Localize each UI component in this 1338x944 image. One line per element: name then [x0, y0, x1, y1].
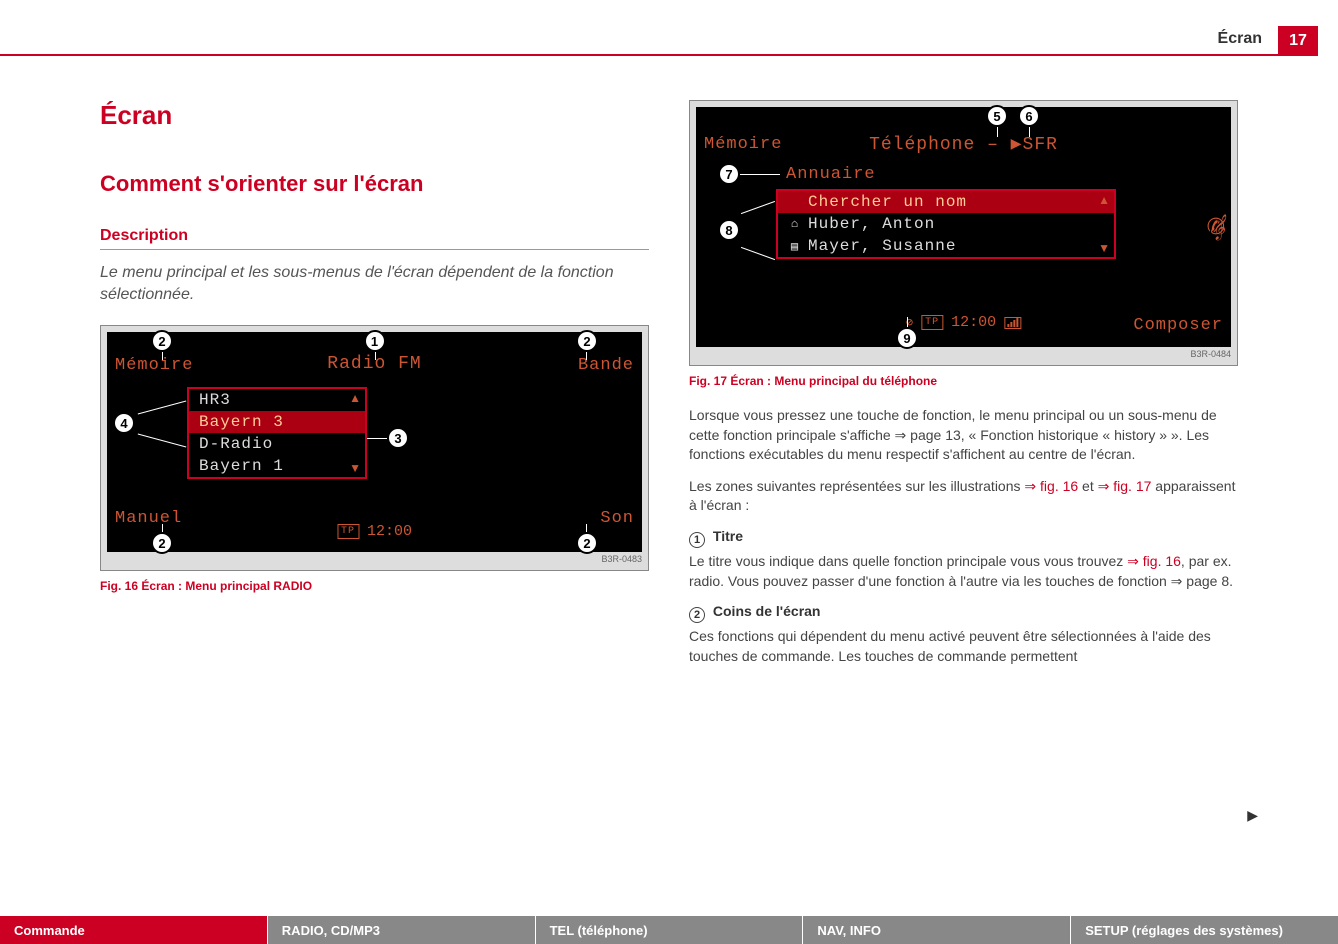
fig-link: ⇒ fig. 16	[1127, 553, 1181, 569]
paragraph: Le titre vous indique dans quelle foncti…	[689, 552, 1238, 591]
callout-line	[138, 434, 187, 448]
signal-icon	[1004, 317, 1021, 329]
card-icon: ▤	[788, 239, 802, 254]
tab-commande[interactable]: Commande	[0, 916, 268, 944]
list-item: Bayern 1	[189, 455, 365, 477]
radio-screen: Mémoire Radio FM Bande Manuel Son HR3 Ba…	[107, 332, 642, 552]
callout-4: 4	[113, 412, 135, 434]
callout-line	[1029, 127, 1030, 137]
left-column: Écran Comment s'orienter sur l'écran Des…	[100, 100, 649, 884]
corner-memoire: Mémoire	[115, 356, 193, 375]
scroll-up-icon: ▲	[1098, 193, 1110, 207]
callout-2a: 2	[151, 330, 173, 352]
callout-8: 8	[718, 219, 740, 241]
footer-tabs: Commande RADIO, CD/MP3 TEL (téléphone) N…	[0, 916, 1338, 944]
callout-line	[586, 524, 587, 532]
callout-line	[741, 247, 775, 260]
callout-line	[586, 352, 587, 360]
heading-2: Comment s'orienter sur l'écran	[100, 171, 649, 197]
callout-line	[375, 352, 376, 360]
callout-line	[367, 438, 387, 439]
status-bar: TP 12:00	[337, 523, 412, 540]
corner-composer: Composer	[1133, 316, 1223, 335]
section-title: Écran	[1218, 30, 1262, 48]
list-item-selected: Bayern 3	[189, 411, 365, 433]
list-item: D-Radio	[189, 433, 365, 455]
callout-line	[162, 352, 163, 360]
station-list: HR3 Bayern 3 D-Radio Bayern 1 ▲ ▼	[187, 387, 367, 479]
right-column: Mémoire Téléphone – ▶SFR Composer Annuai…	[689, 100, 1238, 884]
figure-16: Mémoire Radio FM Bande Manuel Son HR3 Ba…	[100, 325, 649, 571]
callout-6: 6	[1018, 105, 1040, 127]
clock: 12:00	[951, 314, 996, 331]
screenshot-ref: B3R-0484	[696, 349, 1231, 359]
callout-line	[997, 127, 998, 137]
screenshot-ref: B3R-0483	[107, 554, 642, 564]
continue-arrow-icon: ▶	[1247, 807, 1258, 824]
callout-1: 1	[364, 330, 386, 352]
scroll-down-icon: ▼	[349, 461, 361, 475]
circled-number: 1	[689, 532, 705, 548]
callout-2b: 2	[576, 330, 598, 352]
callout-line	[741, 201, 775, 214]
phone-icon: ✆	[1207, 214, 1225, 240]
page-content: Écran Comment s'orienter sur l'écran Des…	[100, 100, 1238, 884]
page-number: 17	[1278, 26, 1318, 56]
tab-setup[interactable]: SETUP (réglages des systèmes)	[1071, 916, 1338, 944]
tp-badge: TP	[921, 315, 943, 330]
fig16-caption: Fig. 16 Écran : Menu principal RADIO	[100, 579, 649, 593]
tab-nav[interactable]: NAV, INFO	[803, 916, 1071, 944]
callout-line	[138, 401, 187, 415]
tp-badge: TP	[337, 524, 359, 539]
phone-screen: Mémoire Téléphone – ▶SFR Composer Annuai…	[696, 107, 1231, 347]
corner-memoire: Mémoire	[704, 135, 782, 154]
circled-number: 2	[689, 607, 705, 623]
scroll-down-icon: ▼	[1098, 241, 1110, 255]
clock: 12:00	[367, 523, 412, 540]
callout-2d: 2	[576, 532, 598, 554]
list-item: HR3	[189, 389, 365, 411]
annuaire-label: Annuaire	[786, 165, 876, 184]
paragraph: Les zones suivantes représentées sur les…	[689, 477, 1238, 516]
figure-17: Mémoire Téléphone – ▶SFR Composer Annuai…	[689, 100, 1238, 366]
fig-link: ⇒ fig. 17	[1098, 478, 1152, 494]
heading-3: Description	[100, 227, 649, 250]
scroll-up-icon: ▲	[349, 391, 361, 405]
home-icon: ⌂	[788, 217, 802, 231]
fig-link: ⇒ fig. 16	[1024, 478, 1078, 494]
callout-2c: 2	[151, 532, 173, 554]
corner-manuel: Manuel	[115, 509, 182, 528]
contact-list: Chercher un nom ⌂ Huber, Anton ▤ Mayer, …	[776, 189, 1116, 259]
callout-line	[907, 317, 908, 327]
callout-3: 3	[387, 427, 409, 449]
paragraph: Ces fonctions qui dépendent du menu acti…	[689, 627, 1238, 666]
list-item: ▤ Mayer, Susanne	[778, 235, 1114, 257]
header-rule	[0, 54, 1278, 56]
list-item-selected: Chercher un nom	[778, 191, 1114, 213]
status-bar: ⊘ TP 12:00	[906, 314, 1021, 331]
corner-son: Son	[600, 509, 634, 528]
subheading-coins: 2 Coins de l'écran	[689, 603, 1238, 623]
tab-tel[interactable]: TEL (téléphone)	[536, 916, 804, 944]
page-header: Écran 17	[0, 30, 1338, 54]
callout-5: 5	[986, 105, 1008, 127]
intro-text: Le menu principal et les sous-menus de l…	[100, 262, 649, 305]
list-item: ⌂ Huber, Anton	[778, 213, 1114, 235]
callout-7: 7	[718, 163, 740, 185]
paragraph: Lorsque vous pressez une touche de fonct…	[689, 406, 1238, 465]
subheading-titre: 1 Titre	[689, 528, 1238, 548]
callout-line	[162, 524, 163, 532]
fig17-caption: Fig. 17 Écran : Menu principal du téléph…	[689, 374, 1238, 388]
callout-9: 9	[896, 327, 918, 349]
heading-1: Écran	[100, 100, 649, 131]
tab-radio[interactable]: RADIO, CD/MP3	[268, 916, 536, 944]
callout-line	[740, 174, 780, 175]
